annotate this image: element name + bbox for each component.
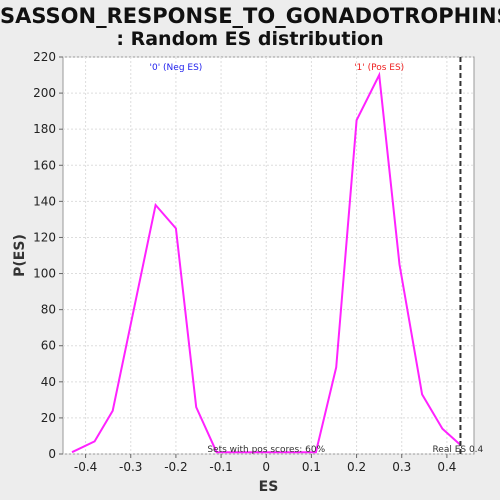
y-tick-label: 0 [48,447,56,461]
axis-ticks: -0.4 -0.3 -0.2 -0.1 0 0.1 0.2 0.3 0.4 0 20 40 60 80 10… [33,50,456,474]
chart-title-line2: : Random ES distribution [116,28,384,50]
chart-title-line1: SASSON_RESPONSE_TO_GONADOTROPHINS_DN [0,4,500,28]
y-tick-label: 100 [33,267,56,281]
x-tick-label: -0.2 [164,460,187,474]
grid [63,56,474,455]
neg-es-label: '0' (Neg ES) [150,63,203,73]
x-tick-label: -0.3 [119,460,142,474]
x-tick-label: 0.3 [392,460,411,474]
x-tick-label: -0.4 [74,460,97,474]
x-tick-label: 0 [262,460,270,474]
x-tick-label: 0.4 [437,460,456,474]
pos-scores-note: Sets with pos scores: 60% [207,445,325,455]
y-tick-label: 20 [41,411,56,425]
y-tick-label: 120 [33,230,56,244]
x-tick-label: 0.1 [302,460,321,474]
x-tick-label: 0.2 [347,460,366,474]
es-distribution-line [71,71,462,454]
x-axis-label: ES [259,479,279,495]
plot-area [62,56,475,455]
pos-es-label: '1' (Pos ES) [354,63,404,73]
series-lines [71,71,462,454]
y-tick-label: 180 [33,122,56,136]
y-tick-label: 140 [33,194,56,208]
y-tick-label: 80 [41,303,56,317]
y-tick-label: 200 [33,86,56,100]
y-tick-label: 220 [33,50,56,64]
x-tick-label: -0.1 [209,460,232,474]
y-tick-label: 60 [41,339,56,353]
y-tick-label: 160 [33,158,56,172]
y-axis-label: P(ES) [12,234,28,277]
real-es-label: Real ES 0.4 [432,445,483,455]
y-tick-label: 40 [41,375,56,389]
